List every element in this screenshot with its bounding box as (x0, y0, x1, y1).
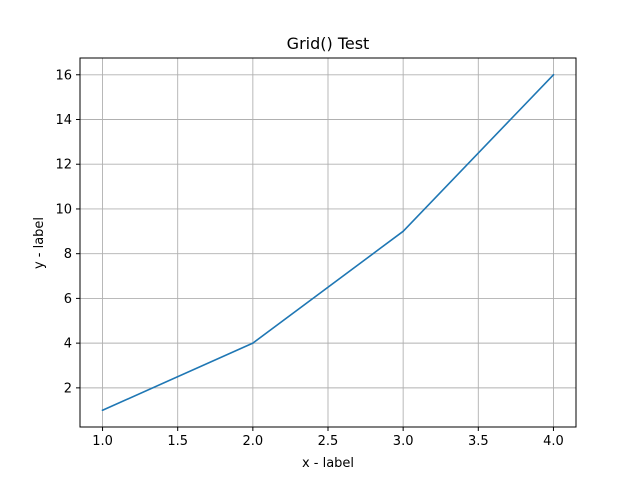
x-tick-label: 3.5 (468, 434, 489, 449)
y-tick-label: 2 (64, 381, 72, 396)
y-tick-label: 14 (55, 113, 72, 128)
y-axis-label: y - label (32, 217, 47, 269)
data-point (101, 409, 104, 412)
data-point (252, 342, 254, 344)
chart-title: Grid() Test (287, 34, 370, 53)
x-tick-label: 4.0 (543, 434, 564, 449)
y-tick-label: 10 (55, 202, 72, 217)
x-axis-label: x - label (302, 456, 354, 471)
x-tick-label: 1.0 (92, 434, 113, 449)
x-tick-label: 1.5 (167, 434, 188, 449)
x-tick-label: 3.0 (393, 434, 414, 449)
data-point (402, 230, 404, 233)
y-tick-label: 4 (64, 337, 72, 352)
series-layer (101, 73, 555, 412)
grid-lines (80, 58, 576, 427)
y-tick-label: 16 (55, 68, 72, 83)
y-tick-label: 6 (64, 292, 72, 307)
x-tick-label: 2.5 (318, 434, 339, 449)
series-line (101, 73, 555, 412)
data-point (552, 73, 555, 76)
y-tick-label: 12 (55, 158, 72, 173)
y-tick-label: 8 (64, 247, 72, 262)
x-tick-label: 2.0 (243, 434, 264, 449)
axis-ticks: 1.0 1.5 2.0 2.5 3.0 3.5 4.0 2 4 6 8 10 12 14 16 (55, 68, 563, 449)
